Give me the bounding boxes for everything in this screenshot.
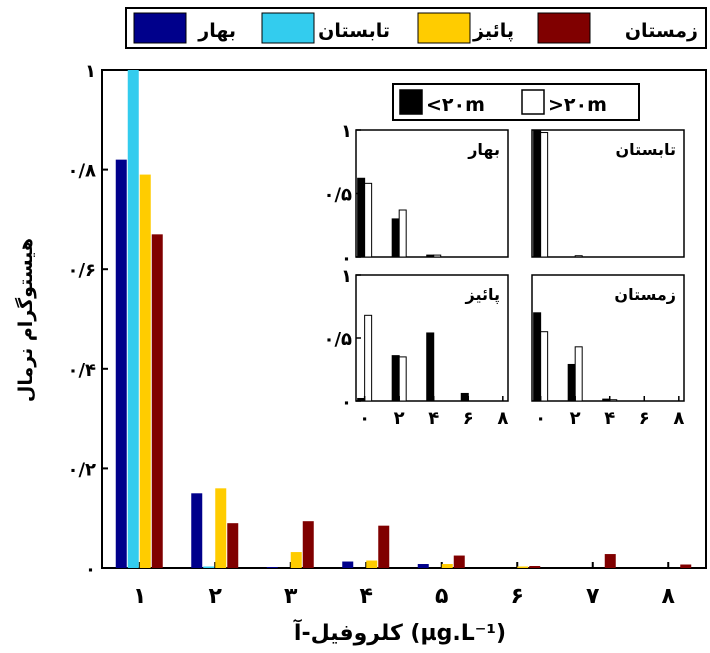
legend-swatch (133, 12, 187, 44)
inset-x-tick-label: ۲ (394, 408, 405, 429)
inset-panel-frame (531, 274, 685, 402)
inset-bar-shallow (426, 332, 435, 402)
bar (517, 566, 529, 568)
x-tick-label: ۲ (209, 584, 223, 609)
inset-bar-deep (398, 356, 407, 402)
x-tick-label: ۴ (360, 584, 373, 609)
inset-bar-shallow (391, 355, 400, 402)
main-plot: ۰ ۰/۲ ۰/۴ ۰/۶ ۰/۸ ۱ ۱ ۲ ۳ ۴ ۵ ۶ ۷ ۸ (67, 61, 707, 609)
inset-y-tick-label: ۰/۵ (323, 329, 352, 350)
bar (453, 555, 465, 568)
inset-panel-frame (355, 129, 509, 258)
inset-bar-deep (609, 399, 618, 402)
inset-legend-swatch (521, 89, 545, 115)
inset-x-tick-label: ۲ (570, 408, 581, 429)
inset-bar-shallow (533, 312, 542, 402)
inset-y-tick-label: ۰ (341, 248, 352, 269)
inset-bar-deep (574, 255, 583, 258)
legend-box (125, 7, 707, 49)
bar (203, 566, 215, 568)
bar (227, 523, 239, 568)
bar (139, 174, 151, 568)
y-tick-label: ۱ (85, 61, 96, 82)
bar (302, 521, 314, 568)
inset-panel-title: تابستان (616, 140, 677, 159)
inset-y-tick-label: ۰/۵ (323, 185, 352, 206)
inset-panel-title: زمستان (614, 285, 676, 304)
bar (417, 564, 429, 568)
inset-bar-deep (364, 182, 373, 258)
legend-swatch (537, 12, 591, 44)
y-tick-label: ۰ (85, 559, 96, 580)
y-tick-label: ۰/۲ (67, 459, 96, 480)
inset-bar-deep (433, 254, 442, 258)
bar (342, 561, 354, 568)
x-tick-label: ۶ (511, 584, 524, 609)
inset-bar-shallow (357, 177, 366, 258)
inset-bar-shallow (460, 392, 469, 402)
bar (290, 552, 302, 568)
x-tick-label: ۱ (133, 584, 146, 609)
inset-x-tick-label: ۴ (428, 408, 439, 429)
bar (441, 564, 453, 568)
main-plot-frame (101, 69, 707, 569)
inset-legend-label: <۲۰m (426, 94, 485, 116)
bar (215, 488, 227, 568)
legend-swatch (417, 12, 471, 44)
inset-legend-label: >۲۰m (548, 94, 607, 116)
y-axis-label: هیستوگرام نرمال (14, 238, 37, 402)
inset-panel-title: پائیز (464, 285, 500, 305)
x-tick-label: ۸ (662, 584, 676, 609)
bar (680, 564, 692, 568)
bar (151, 234, 163, 568)
bar (378, 525, 390, 568)
inset-x-tick-label: ۸ (673, 408, 684, 429)
inset-y-tick-label: ۱ (341, 121, 352, 142)
bar (191, 493, 203, 568)
legend-swatch (261, 12, 315, 44)
inset-panel-frame (531, 129, 685, 258)
inset-legend-swatch (399, 89, 423, 115)
bar (366, 560, 378, 568)
inset-bar-deep (398, 209, 407, 258)
bar (266, 567, 278, 568)
inset-x-tick-label: ۶ (639, 408, 650, 429)
x-tick-label: ۵ (435, 584, 448, 609)
inset-bar-deep (540, 132, 549, 258)
inset-x-tick-label: ۰ (359, 408, 370, 429)
inset-y-tick-label: ۱ (341, 266, 352, 287)
legend-label: بهار (197, 20, 236, 42)
inset-x-tick-label: ۸ (497, 408, 508, 429)
bar (604, 554, 616, 568)
main-legend: بهار تابستان پائیز زمستان (125, 7, 707, 49)
y-tick-label: ۰/۴ (67, 360, 96, 381)
inset-bar-deep (574, 346, 583, 402)
inset-panel-title: بهار (467, 140, 500, 159)
x-tick-label: ۷ (586, 584, 600, 609)
legend-label: زمستان (625, 20, 698, 42)
inset-bar-shallow (602, 398, 611, 402)
inset-bar-deep (364, 314, 373, 402)
inset-x-tick-label: ۰ (535, 408, 546, 429)
x-axis-label: کلروفیل-آ (µg.L⁻¹) (293, 618, 506, 646)
x-tick-label: ۳ (284, 584, 298, 609)
inset-x-tick-label: ۴ (604, 408, 615, 429)
y-tick-label: ۰/۶ (67, 260, 96, 281)
bar (127, 70, 139, 568)
legend-label: پائیز (472, 20, 514, 42)
legend-label: تابستان (318, 20, 390, 42)
bar (115, 159, 127, 568)
inset-y-tick-label: ۰ (341, 392, 352, 413)
inset-x-tick-label: ۶ (463, 408, 474, 429)
inset-bar-shallow (391, 218, 400, 258)
inset-bar-shallow (426, 254, 435, 258)
inset-bar-deep (540, 331, 549, 402)
inset-bar-shallow (567, 363, 576, 402)
y-tick-label: ۰/۸ (67, 161, 96, 182)
inset-bar-shallow (533, 129, 542, 258)
inset-legend-box (392, 83, 640, 121)
bar (529, 566, 541, 568)
